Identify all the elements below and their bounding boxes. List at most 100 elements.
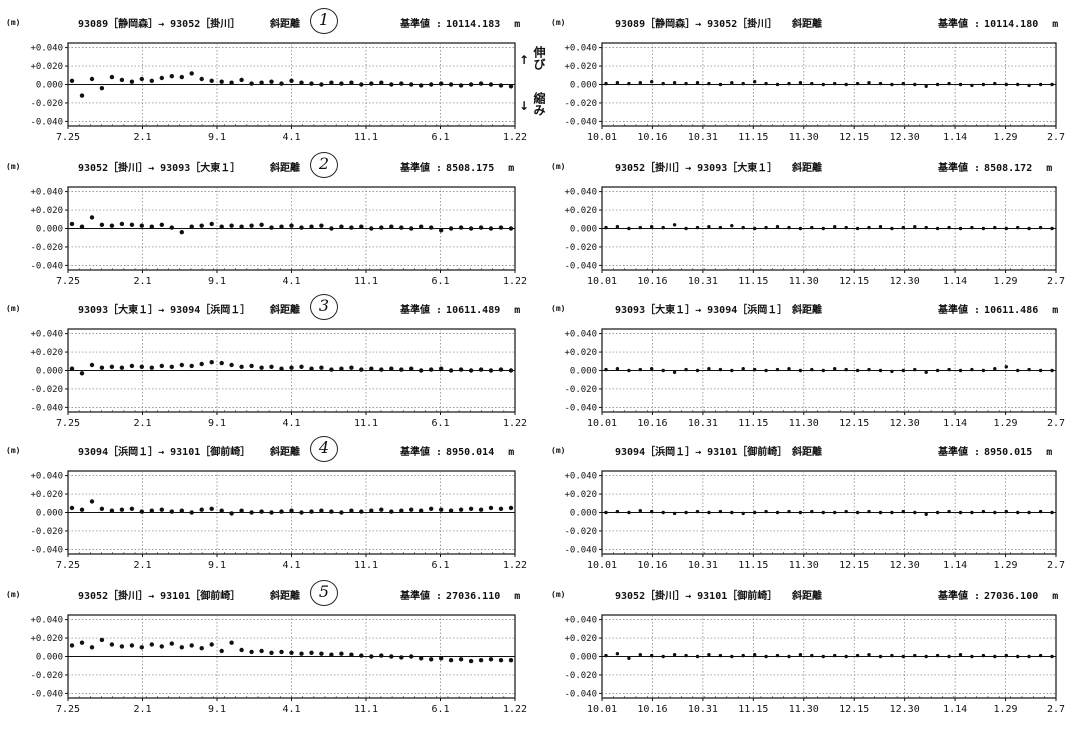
x-tick-label: 1.22 xyxy=(503,132,527,142)
x-tick-label: 2.7 xyxy=(1047,276,1065,286)
data-point xyxy=(259,648,264,654)
data-point xyxy=(179,508,184,513)
data-point xyxy=(684,81,688,86)
x-tick-label: 12.30 xyxy=(890,418,920,428)
data-point xyxy=(379,507,384,512)
x-tick-label: 1.22 xyxy=(503,418,527,428)
data-point xyxy=(399,225,404,230)
chart-panel-5-short-term: (m) 93052［掛川］→ 93101［御前崎］ 斜距離 基準値 :27036.10… xyxy=(545,584,1077,714)
data-point xyxy=(1027,367,1031,372)
data-point xyxy=(458,367,464,372)
data-point xyxy=(604,367,608,372)
basis-value: 10611.486 xyxy=(984,305,1039,316)
data-point xyxy=(209,221,214,227)
data-point xyxy=(878,368,883,373)
x-tick-label: 12.30 xyxy=(890,704,920,714)
data-point xyxy=(439,507,444,512)
data-point xyxy=(947,225,951,230)
unit-label: (m) xyxy=(551,18,566,27)
data-point xyxy=(129,79,135,84)
x-tick-label: 6.1 xyxy=(431,560,449,570)
basis-unit: m xyxy=(514,591,521,602)
data-point xyxy=(947,654,951,659)
data-point xyxy=(458,225,464,230)
data-point xyxy=(993,510,997,515)
data-point xyxy=(753,367,757,372)
data-point xyxy=(399,81,404,86)
scatter-plot: +0.040 +0.020 0.000 -0.020 -0.040 10.01 10.16 1… xyxy=(564,470,1065,570)
data-point xyxy=(924,512,928,516)
x-tick-label: 11.30 xyxy=(789,132,819,142)
x-tick-label: 10.01 xyxy=(587,276,617,286)
data-point xyxy=(775,653,780,658)
y-tick-label: +0.040 xyxy=(30,616,63,626)
data-point xyxy=(199,507,204,512)
x-tick-label: 11.15 xyxy=(738,132,768,142)
data-point xyxy=(775,82,780,87)
x-tick-label: 10.31 xyxy=(688,704,718,714)
data-point xyxy=(419,224,424,229)
data-point xyxy=(79,93,85,98)
data-point xyxy=(369,508,374,513)
data-point xyxy=(119,221,125,227)
data-point xyxy=(924,370,928,374)
measurement-kind: 斜距離 xyxy=(792,591,822,602)
y-tick-label: +0.040 xyxy=(564,188,597,198)
data-point xyxy=(707,367,711,371)
chart-panel-4-short-term: (m) 93094［浜岡１］→ 93101［御前崎］ 斜距離 基準値 :8950.01… xyxy=(545,440,1077,570)
unit-label: (m) xyxy=(551,304,566,313)
data-point xyxy=(833,225,837,229)
basis-value: 8508.175 xyxy=(446,163,495,174)
data-point xyxy=(627,81,631,86)
data-point xyxy=(448,226,454,231)
data-point xyxy=(844,654,848,659)
y-tick-label: +0.020 xyxy=(564,490,597,500)
data-point xyxy=(109,364,115,369)
data-point xyxy=(99,506,105,511)
data-point xyxy=(855,510,860,515)
x-tick-label: 1.29 xyxy=(994,276,1018,286)
basis-unit: m xyxy=(1052,591,1059,602)
data-point xyxy=(901,225,905,230)
data-point xyxy=(684,510,688,515)
panel-header: (m) 93089［静岡森］→ 93052［掛川］ 斜距離 基準値 :10114.18… xyxy=(545,12,1077,30)
data-point xyxy=(1004,653,1008,658)
x-tick-label: 1.29 xyxy=(994,418,1018,428)
data-point xyxy=(661,225,665,230)
data-point xyxy=(890,226,894,231)
data-point xyxy=(359,653,364,658)
data-point xyxy=(924,654,928,659)
data-point xyxy=(409,654,414,659)
data-point xyxy=(309,81,314,86)
x-tick-label: 11.30 xyxy=(789,276,819,286)
data-point xyxy=(289,78,294,84)
x-tick-label: 9.1 xyxy=(208,418,226,428)
data-point xyxy=(69,643,75,648)
data-point xyxy=(821,510,825,515)
data-point xyxy=(289,223,294,228)
x-tick-label: 10.01 xyxy=(587,704,617,714)
basis-value-group: 基準値 :8950.015 m xyxy=(938,443,1052,458)
data-point xyxy=(349,508,354,513)
data-point xyxy=(821,226,825,231)
data-point xyxy=(913,367,917,372)
data-point xyxy=(149,78,154,84)
data-point xyxy=(970,654,974,659)
data-point xyxy=(508,368,514,373)
data-point xyxy=(279,366,284,371)
data-point xyxy=(1038,225,1043,230)
data-point xyxy=(259,365,264,370)
chart-panel-4-long-term: (m) 93094［浜岡１］→ 93101［御前崎］ 斜距離 4 基準値 :8950.0… xyxy=(0,436,540,570)
data-point xyxy=(958,368,963,373)
basis-value: 27036.100 xyxy=(984,591,1039,602)
baseline-number-circle: 4 xyxy=(310,436,338,462)
x-tick-label: 1.29 xyxy=(994,560,1018,570)
y-tick-label: +0.040 xyxy=(564,472,597,482)
data-point xyxy=(844,509,848,514)
data-point xyxy=(269,225,274,230)
data-point xyxy=(488,226,494,231)
data-point xyxy=(379,367,384,372)
y-tick-label: -0.020 xyxy=(30,671,63,681)
data-point xyxy=(1050,510,1054,515)
data-point xyxy=(458,657,464,662)
